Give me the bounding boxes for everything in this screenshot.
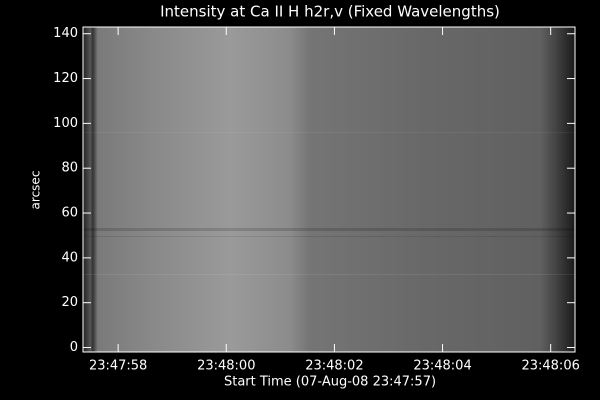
y-tick-label: 140 [53,26,78,41]
y-axis-label: arcsec [29,171,43,210]
y-tick-label: 120 [53,71,78,86]
y-tick-label: 20 [61,295,78,310]
x-tick-label: 23:48:04 [413,359,471,374]
plot-frame [82,26,576,353]
chart-title: Intensity at Ca II H h2r,v (Fixed Wavele… [160,3,500,21]
y-tick-label: 60 [61,206,78,221]
x-tick-label: 23:48:00 [197,359,255,374]
y-tick-label: 100 [53,116,78,131]
intensity-image [83,27,575,352]
y-tick-label: 40 [61,250,78,265]
x-axis-label: Start Time (07-Aug-08 23:47:57) [224,375,436,390]
x-tick-label: 23:48:06 [521,359,579,374]
y-tick-label: 0 [70,340,78,355]
y-tick-label: 80 [61,161,78,176]
x-tick-label: 23:47:58 [89,359,147,374]
x-tick-label: 23:48:02 [305,359,363,374]
